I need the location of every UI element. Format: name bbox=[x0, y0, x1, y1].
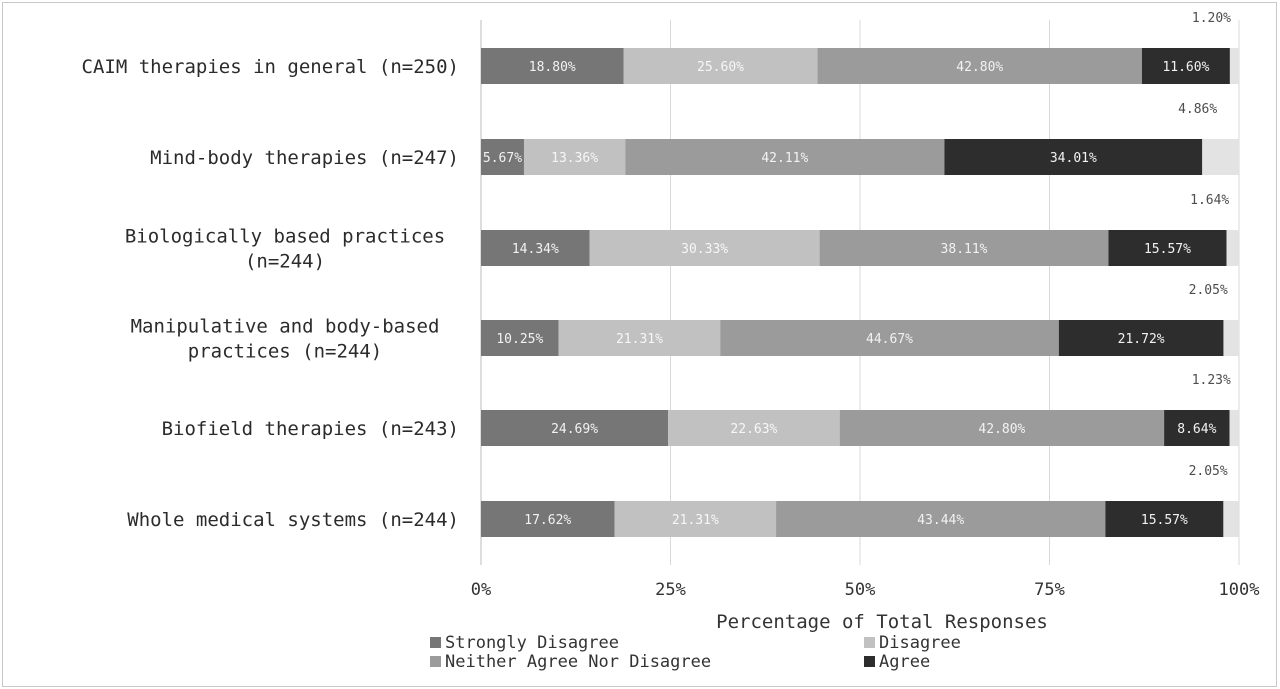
data-label: 34.01% bbox=[1050, 151, 1097, 166]
bar-segment bbox=[625, 139, 945, 175]
legend-swatch-disagree bbox=[864, 637, 875, 648]
data-labels: 18.80% 25.60% 42.80% 11.60% 1.20% 5.67% 13.36%… bbox=[483, 11, 1231, 528]
data-label: 21.31% bbox=[616, 332, 663, 347]
bar-segment bbox=[839, 410, 1165, 446]
data-label: 30.33% bbox=[681, 242, 728, 257]
data-label: 5.67% bbox=[483, 151, 522, 166]
x-tick-label: 100% bbox=[1219, 580, 1260, 600]
bar-segment bbox=[1229, 48, 1239, 84]
bar-segment bbox=[668, 410, 840, 446]
bar-segment bbox=[481, 139, 524, 175]
data-label: 42.80% bbox=[978, 422, 1025, 437]
bar-segment bbox=[817, 48, 1142, 84]
data-label: 18.80% bbox=[529, 60, 576, 75]
bar-segment bbox=[481, 48, 624, 84]
legend: Strongly Disagree Disagree Neither Agree N… bbox=[430, 633, 961, 672]
bar-segment bbox=[1141, 48, 1230, 84]
bar-segment bbox=[614, 501, 777, 537]
bar-segment bbox=[623, 48, 818, 84]
data-label: 15.57% bbox=[1141, 513, 1188, 528]
category-label: Manipulative and body-based bbox=[131, 316, 440, 338]
bar-segment bbox=[944, 139, 1203, 175]
bar-segment bbox=[1223, 320, 1239, 356]
bar-segment bbox=[481, 410, 669, 446]
data-label: 43.44% bbox=[917, 513, 964, 528]
bar-segment bbox=[523, 139, 626, 175]
data-label: 8.64% bbox=[1177, 422, 1216, 437]
data-label: 44.67% bbox=[866, 332, 913, 347]
legend-swatch-strongly-disagree bbox=[430, 637, 441, 648]
legend-item-strongly-disagree: Strongly Disagree bbox=[445, 633, 619, 653]
bar-segment bbox=[1108, 230, 1227, 266]
bar-segment bbox=[589, 230, 820, 266]
legend-swatch-neither-agree-nor-disagree bbox=[430, 656, 441, 667]
category-label: Mind-body therapies (n=247) bbox=[150, 147, 459, 169]
category-label: Biofield therapies (n=243) bbox=[162, 418, 459, 440]
data-label: 22.63% bbox=[730, 422, 777, 437]
data-label: 42.11% bbox=[761, 151, 808, 166]
data-label: 2.05% bbox=[1189, 283, 1228, 298]
category-label: practices (n=244) bbox=[188, 341, 382, 363]
data-label: 38.11% bbox=[941, 242, 988, 257]
data-label: 15.57% bbox=[1144, 242, 1191, 257]
data-label: 21.72% bbox=[1118, 332, 1165, 347]
legend-item-disagree: Disagree bbox=[879, 633, 961, 653]
bar-segment bbox=[1226, 230, 1239, 266]
category-label: CAIM therapies in general (n=250) bbox=[82, 56, 460, 78]
data-label: 21.31% bbox=[672, 513, 719, 528]
bar-segment bbox=[720, 320, 1059, 356]
bar-segment bbox=[1223, 501, 1239, 537]
bar-segment bbox=[1058, 320, 1224, 356]
bar-segment bbox=[481, 501, 615, 537]
x-tick-label: 50% bbox=[845, 580, 876, 600]
legend-item-neither-agree-nor-disagree: Neither Agree Nor Disagree bbox=[445, 652, 711, 672]
data-label: 42.80% bbox=[956, 60, 1003, 75]
bars bbox=[481, 48, 1240, 537]
bar-segment bbox=[1202, 139, 1240, 175]
x-tick-label: 0% bbox=[471, 580, 491, 600]
bar-segment bbox=[481, 320, 559, 356]
x-tick-label: 75% bbox=[1034, 580, 1065, 600]
gridlines bbox=[480, 20, 1240, 565]
legend-swatch-agree bbox=[864, 656, 875, 667]
bar-segment bbox=[819, 230, 1109, 266]
category-label: Whole medical systems (n=244) bbox=[127, 509, 459, 531]
data-label: 14.34% bbox=[512, 242, 559, 257]
category-label: Biologically based practices bbox=[125, 226, 445, 248]
data-label: 4.86% bbox=[1178, 102, 1217, 117]
bar-segment bbox=[481, 230, 590, 266]
bar-segment bbox=[776, 501, 1106, 537]
data-label: 25.60% bbox=[697, 60, 744, 75]
legend-item-agree: Agree bbox=[879, 652, 930, 672]
x-tick-label: 25% bbox=[655, 580, 686, 600]
data-label: 11.60% bbox=[1162, 60, 1209, 75]
data-label: 24.69% bbox=[551, 422, 598, 437]
category-label: (n=244) bbox=[245, 251, 325, 273]
data-label: 1.20% bbox=[1192, 11, 1231, 26]
data-label: 1.23% bbox=[1192, 373, 1231, 388]
bar-segment bbox=[1164, 410, 1230, 446]
bar-segment bbox=[1105, 501, 1224, 537]
data-label: 17.62% bbox=[524, 513, 571, 528]
data-label: 13.36% bbox=[551, 151, 598, 166]
data-label: 2.05% bbox=[1189, 464, 1228, 479]
x-axis-title: Percentage of Total Responses bbox=[716, 611, 1048, 633]
category-labels: CAIM therapies in general (n=250) Mind-bo… bbox=[82, 56, 460, 531]
bar-segment bbox=[558, 320, 721, 356]
data-label: 10.25% bbox=[496, 332, 543, 347]
x-tick-labels: 0% 25% 50% 75% 100% bbox=[471, 580, 1260, 600]
data-label: 1.64% bbox=[1190, 193, 1229, 208]
bar-segment bbox=[1229, 410, 1239, 446]
